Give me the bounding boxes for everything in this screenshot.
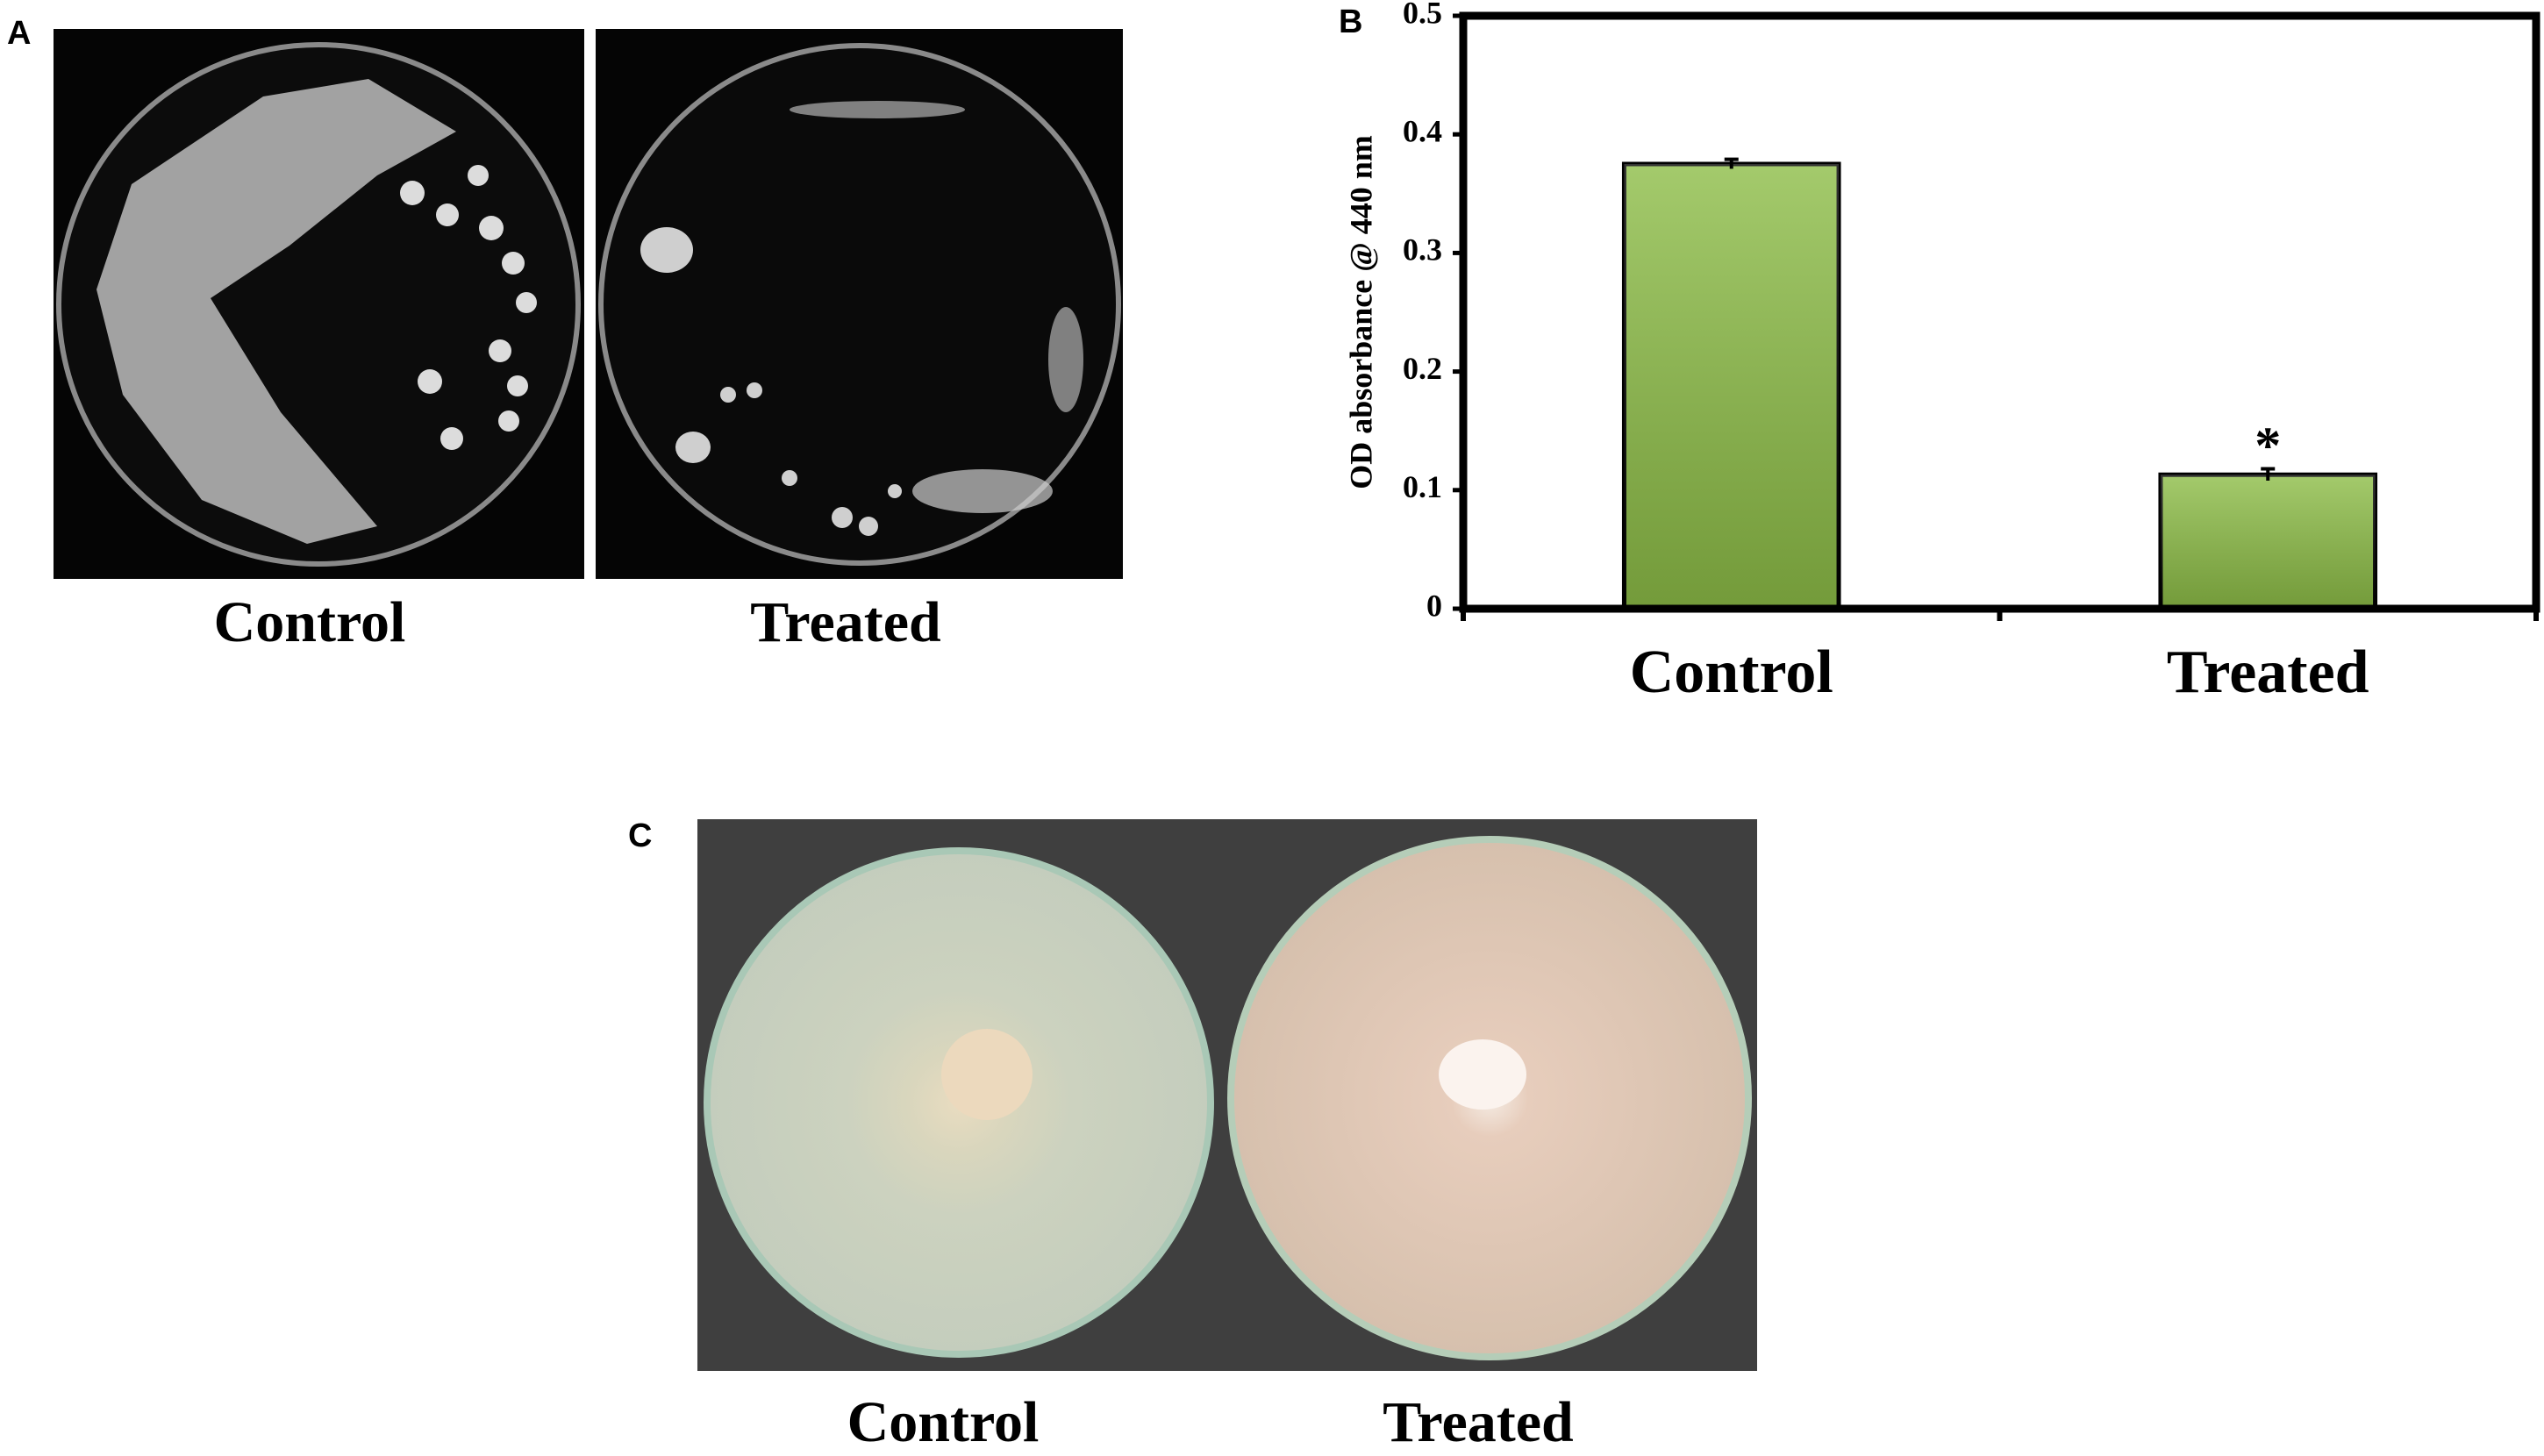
bacterial-growth <box>96 79 456 544</box>
caption: Treated <box>750 590 941 654</box>
panel-label: B <box>1339 4 1362 40</box>
x-tick-label: Control <box>1630 639 1833 706</box>
panel-label: C <box>628 817 652 854</box>
caption: Control <box>847 1390 1040 1454</box>
panel-label: A <box>7 15 31 52</box>
caption: Treated <box>1383 1390 1574 1454</box>
colonies <box>400 165 537 450</box>
bar-shade <box>1624 164 1840 609</box>
caption: Control <box>214 590 406 654</box>
colonies <box>640 101 1083 536</box>
significance-mark: * <box>2255 417 2281 475</box>
y-tick-label: 0 <box>1426 588 1442 623</box>
y-tick-label: 0.5 <box>1403 0 1442 30</box>
y-tick-label: 0.3 <box>1403 232 1442 268</box>
y-tick-label: 0.4 <box>1403 113 1442 148</box>
petri-dish <box>598 43 1121 566</box>
y-tick-label: 0.2 <box>1403 351 1442 386</box>
y-tick-label: 0.1 <box>1403 469 1442 504</box>
y-axis-label: OD absorbance @ 440 nm <box>1343 135 1378 489</box>
x-tick-label: Treated <box>2167 639 2369 706</box>
colony <box>941 1029 1033 1120</box>
bar-shade <box>2160 475 2376 609</box>
colony <box>1439 1039 1526 1110</box>
